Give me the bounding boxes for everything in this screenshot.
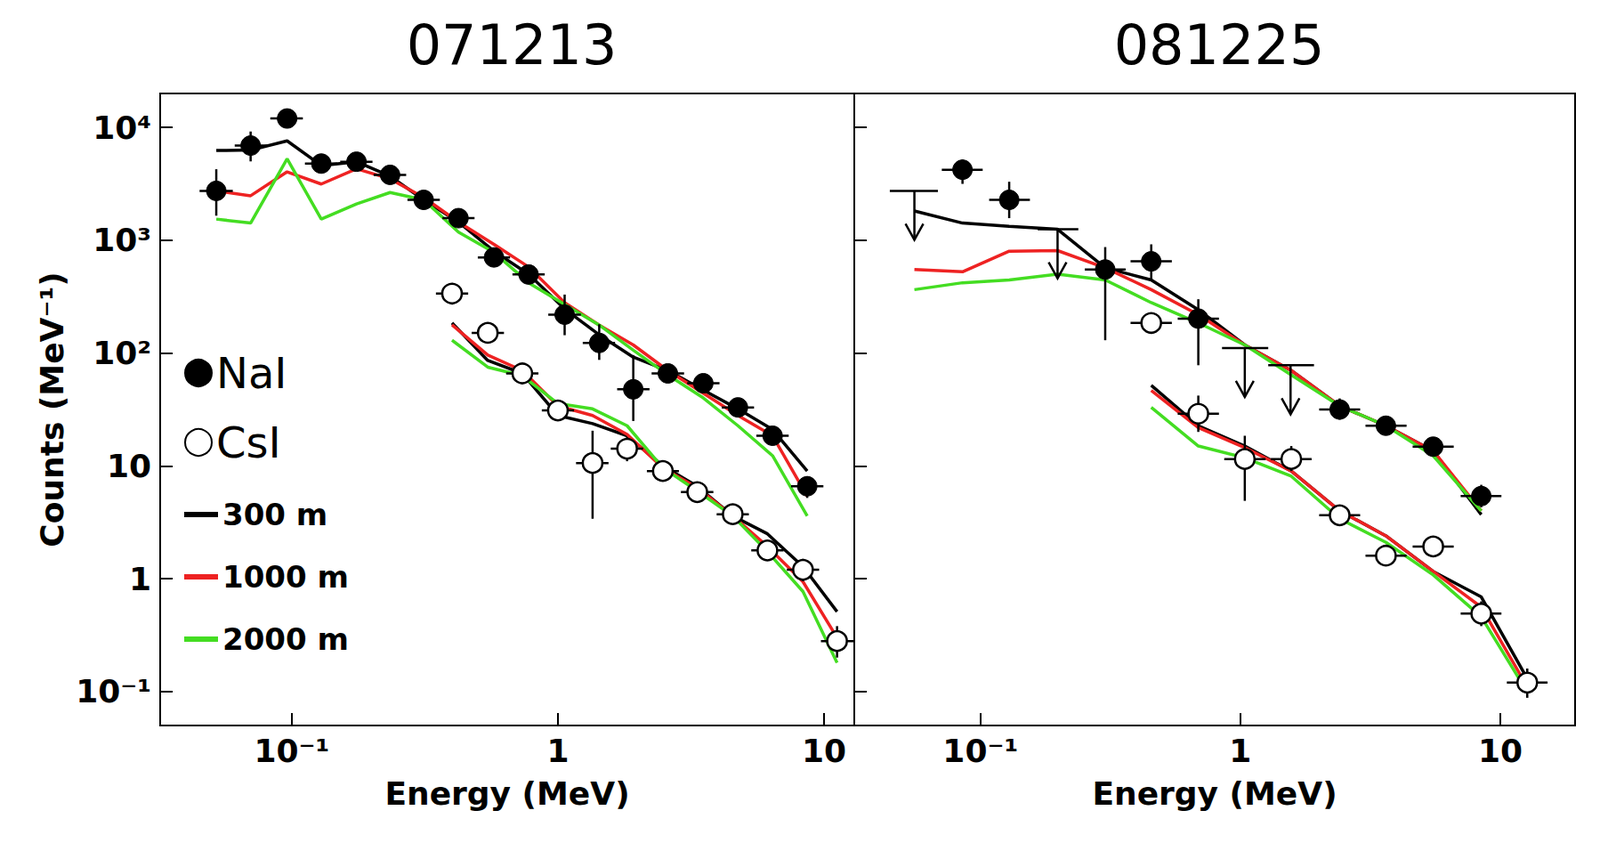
svg-text:10³: 10³ [92,221,152,259]
svg-text:10: 10 [801,732,847,769]
svg-text:081225: 081225 [1114,12,1326,78]
svg-text:10: 10 [1478,732,1523,769]
svg-text:10²: 10² [92,334,152,372]
svg-text:071213: 071213 [406,12,618,78]
svg-text:10⁴: 10⁴ [92,109,152,146]
svg-text:Counts (MeV⁻¹): Counts (MeV⁻¹) [33,271,71,547]
svg-text:2000 m: 2000 m [222,621,349,657]
svg-text:10⁻¹: 10⁻¹ [75,672,152,710]
svg-text:Energy (MeV): Energy (MeV) [1091,775,1337,812]
svg-text:1: 1 [1228,732,1252,769]
svg-text:1: 1 [129,560,152,598]
svg-text:1000 m: 1000 m [222,558,349,595]
svg-text:10⁻¹: 10⁻¹ [942,732,1019,769]
svg-text:10: 10 [106,447,152,485]
svg-text:CsI: CsI [216,417,282,468]
svg-text:1: 1 [546,732,569,769]
svg-text:10⁻¹: 10⁻¹ [254,732,331,769]
svg-text:Energy (MeV): Energy (MeV) [384,775,630,812]
svg-text:NaI: NaI [216,347,287,398]
svg-text:300 m: 300 m [222,496,328,533]
